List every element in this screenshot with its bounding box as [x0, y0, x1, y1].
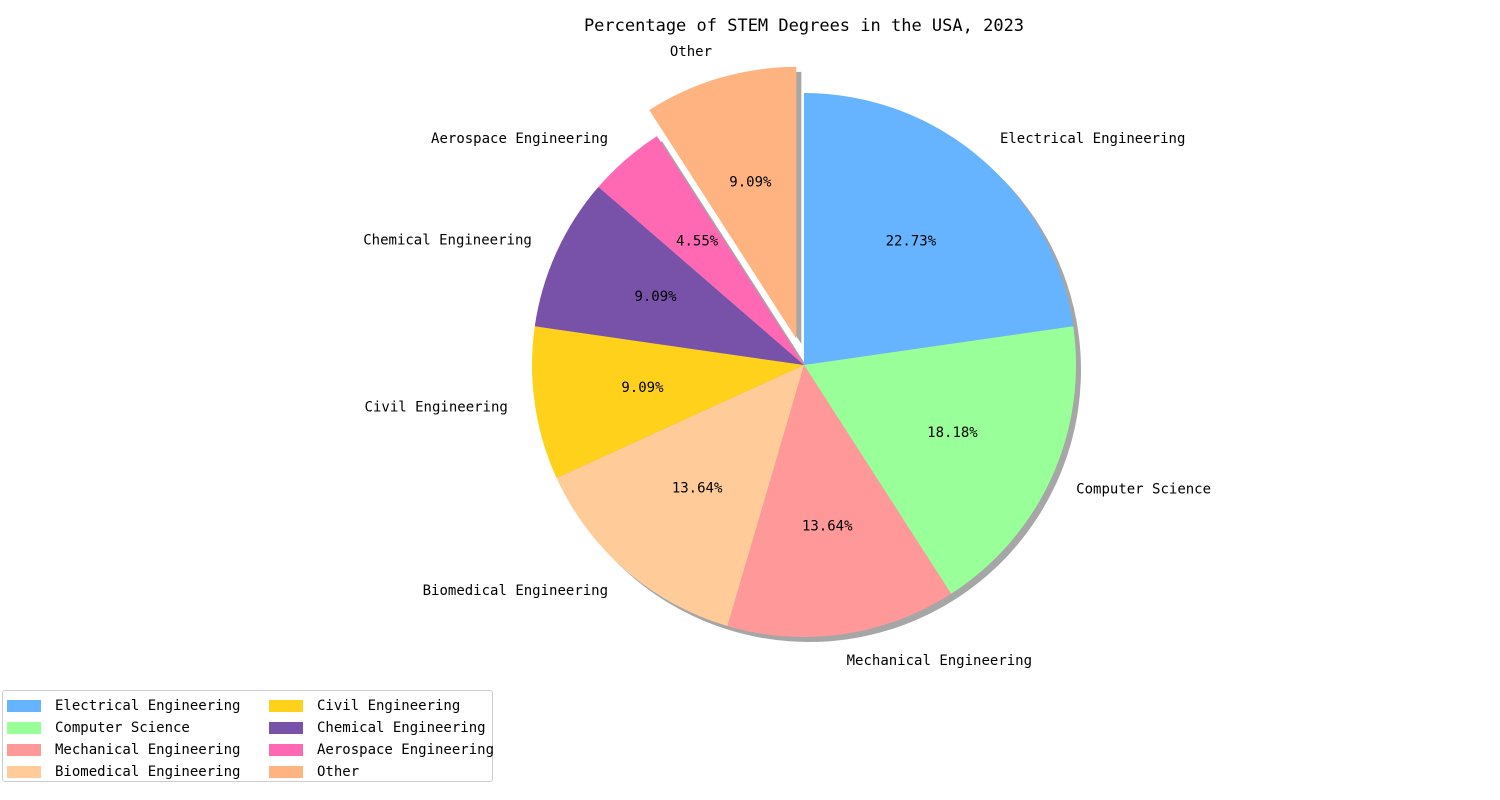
slice-percent-other: 9.09% — [729, 174, 772, 190]
slice-label-chemical-engineering: Chemical Engineering — [363, 233, 532, 249]
slice-percent-mechanical-engineering: 13.64% — [802, 519, 853, 535]
legend-swatch — [7, 744, 41, 756]
legend-label: Aerospace Engineering — [317, 742, 495, 758]
slice-chemical-engineering — [534, 186, 804, 365]
legend-swatch — [7, 766, 41, 778]
slice-percent-electrical-engineering: 22.73% — [886, 234, 937, 250]
legend-swatch — [269, 700, 303, 712]
legend-item-computer-science: Computer Science — [3, 717, 265, 739]
legend-label: Civil Engineering — [317, 698, 461, 714]
slice-percent-biomedical-engineering: 13.64% — [672, 480, 723, 496]
legend-swatch — [269, 744, 303, 756]
legend-label: Mechanical Engineering — [55, 742, 241, 758]
legend-swatch — [7, 722, 41, 734]
pie-slices — [532, 66, 1077, 637]
slice-civil-engineering — [532, 326, 804, 478]
slice-label-other: Other — [670, 44, 712, 60]
slice-label-aerospace-engineering: Aerospace Engineering — [431, 131, 608, 147]
slice-label-electrical-engineering: Electrical Engineering — [1000, 131, 1185, 147]
slice-label-civil-engineering: Civil Engineering — [365, 400, 508, 416]
legend-swatch — [7, 700, 41, 712]
legend-label: Chemical Engineering — [317, 720, 486, 736]
legend: Electrical Engineering Computer Science Me… — [2, 690, 494, 783]
slice-mechanical-engineering — [727, 365, 952, 637]
slice-biomedical-engineering — [556, 365, 804, 626]
chart-title: Percentage of STEM Degrees in the USA, 2… — [584, 16, 1024, 36]
slice-percent-aerospace-engineering: 4.55% — [676, 234, 719, 250]
legend-swatch — [269, 722, 303, 734]
slice-computer-science — [804, 326, 1077, 594]
slice-electrical-engineering — [804, 93, 1074, 365]
legend-item-electrical-engineering: Electrical Engineering — [3, 695, 265, 717]
legend-item-chemical-engineering: Chemical Engineering — [265, 717, 494, 739]
pie-labels: Electrical Engineering 22.73% Computer Sci… — [363, 44, 1211, 669]
slice-label-biomedical-engineering: Biomedical Engineering — [423, 583, 608, 599]
slice-percent-civil-engineering: 9.09% — [621, 380, 664, 396]
legend-swatch — [269, 766, 303, 778]
legend-label: Biomedical Engineering — [55, 764, 241, 780]
slice-label-mechanical-engineering: Mechanical Engineering — [847, 653, 1032, 669]
legend-item-biomedical-engineering: Biomedical Engineering — [3, 761, 265, 783]
legend-label: Electrical Engineering — [55, 698, 241, 714]
slice-aerospace-engineering — [598, 136, 804, 365]
legend-item-other: Other — [265, 761, 494, 783]
legend-item-aerospace-engineering: Aerospace Engineering — [265, 739, 494, 761]
slice-percent-computer-science: 18.18% — [927, 425, 978, 441]
slice-other — [649, 66, 797, 339]
legend-label: Other — [317, 764, 360, 780]
legend-item-mechanical-engineering: Mechanical Engineering — [3, 739, 265, 761]
slice-percent-chemical-engineering: 9.09% — [634, 289, 677, 305]
legend-items: Electrical Engineering Computer Science Me… — [3, 695, 494, 783]
legend-item-civil-engineering: Civil Engineering — [265, 695, 494, 717]
slice-label-computer-science: Computer Science — [1076, 481, 1211, 497]
legend-label: Computer Science — [55, 720, 190, 736]
